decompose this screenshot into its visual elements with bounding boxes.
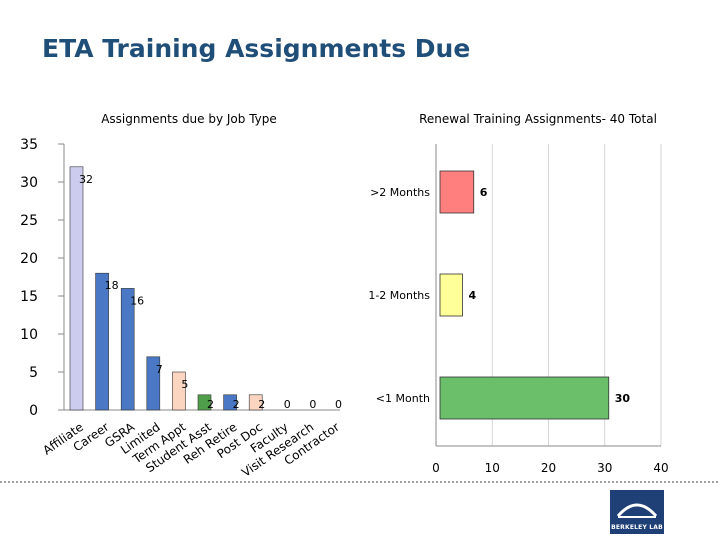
data-label: 32 xyxy=(79,173,93,186)
chart-title: Renewal Training Assignments- 40 Total xyxy=(419,112,657,126)
bar xyxy=(439,273,463,317)
data-label: 0 xyxy=(309,398,316,411)
data-label: 30 xyxy=(615,392,631,405)
x-tick-label: 0 xyxy=(432,461,440,475)
y-tick-label: 10 xyxy=(20,327,38,343)
y-tick-label: <1 Month xyxy=(376,392,430,405)
bar xyxy=(146,356,161,411)
bar xyxy=(172,371,186,411)
data-label: 7 xyxy=(156,363,163,376)
job-type-chart: Assignments due by Job Type 051015202530… xyxy=(20,112,342,480)
x-tick-label: 10 xyxy=(485,461,500,475)
logo-caption: BERKELEY LAB xyxy=(611,524,663,531)
data-label: 5 xyxy=(181,378,188,391)
data-label: 2 xyxy=(233,398,240,411)
y-tick-label: 5 xyxy=(29,365,38,381)
divider-line xyxy=(0,481,720,483)
y-tick-label: 30 xyxy=(20,175,38,191)
data-label: 16 xyxy=(130,294,144,307)
bar xyxy=(120,288,135,411)
data-label: 4 xyxy=(469,289,477,302)
data-label: 2 xyxy=(258,398,265,411)
x-tick-label: 40 xyxy=(653,461,668,475)
bar xyxy=(248,394,263,411)
berkeley-lab-logo: BERKELEY LAB xyxy=(610,490,664,534)
data-label: 0 xyxy=(335,398,342,411)
y-tick-label: 1-2 Months xyxy=(368,289,430,302)
data-label: 2 xyxy=(207,398,214,411)
y-tick-label: 25 xyxy=(20,213,38,229)
y-tick-label: 15 xyxy=(20,289,38,305)
data-label: 6 xyxy=(480,186,488,199)
y-tick-label: >2 Months xyxy=(370,186,430,199)
x-tick-label: 30 xyxy=(597,461,612,475)
y-tick-label: 0 xyxy=(29,403,38,419)
y-tick-label: 35 xyxy=(20,137,38,153)
bar xyxy=(439,170,475,214)
chart-title: Assignments due by Job Type xyxy=(101,112,277,126)
bar xyxy=(69,166,84,411)
y-tick-label: 20 xyxy=(20,251,38,267)
bar xyxy=(197,394,212,411)
lab-building-icon xyxy=(616,503,658,518)
bar xyxy=(95,272,109,411)
renewal-chart: Renewal Training Assignments- 40 Total 0… xyxy=(368,112,668,475)
slide-title: ETA Training Assignments Due xyxy=(42,34,471,63)
data-label: 0 xyxy=(284,398,291,411)
bar xyxy=(223,394,237,411)
bar xyxy=(439,376,610,420)
data-label: 18 xyxy=(105,279,119,292)
x-tick-label: 20 xyxy=(541,461,556,475)
